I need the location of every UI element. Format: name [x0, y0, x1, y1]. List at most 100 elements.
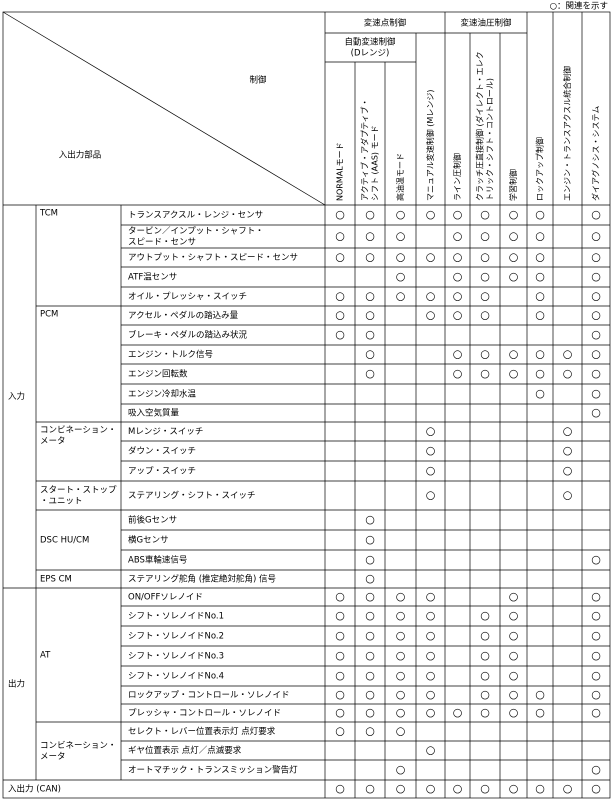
- relation-mark: ○: [480, 782, 490, 795]
- relation-mark: ○: [426, 688, 436, 701]
- relation-mark: ○: [535, 367, 545, 380]
- relation-mark: ○: [335, 688, 345, 701]
- column-header: クラッチ圧直接制御 (ダイレクト・エレク: [475, 51, 485, 201]
- relation-mark: ○: [480, 270, 490, 283]
- relation-mark: ○: [480, 688, 490, 701]
- relation-mark: ○: [563, 489, 573, 502]
- relation-mark: ○: [396, 782, 406, 795]
- relation-mark: ○: [335, 706, 345, 719]
- relation-mark: ○: [426, 309, 436, 322]
- label: メータ: [40, 752, 66, 762]
- relation-mark: ○: [453, 782, 463, 795]
- relation-mark: ○: [335, 669, 345, 682]
- label: シフト・ソレノイドNo.2: [128, 632, 224, 642]
- relation-mark: ○: [509, 590, 519, 603]
- relation-mark: ○: [426, 782, 436, 795]
- relation-mark: ○: [480, 230, 490, 243]
- relation-mark: ○: [453, 251, 463, 264]
- relation-mark: ○: [453, 348, 463, 361]
- relation-mark: ○: [426, 649, 436, 662]
- relation-mark: ○: [365, 782, 375, 795]
- relation-mark: ○: [365, 309, 375, 322]
- relation-mark: ○: [563, 367, 573, 380]
- relation-mark: ○: [509, 706, 519, 719]
- relation-mark: ○: [335, 208, 345, 221]
- header-lines: [3, 12, 610, 798]
- relation-mark: ○: [453, 367, 463, 380]
- group-header: 自動変速制御: [344, 37, 395, 48]
- label: エンジン冷却水温: [128, 389, 197, 400]
- relation-mark: ○: [535, 348, 545, 361]
- relation-mark: ○: [535, 782, 545, 795]
- column-header: トリック・シフト・コントロール): [486, 78, 495, 201]
- relation-mark: ○: [591, 763, 601, 776]
- relation-mark: ○: [480, 251, 490, 264]
- relation-mark: ○: [365, 533, 375, 546]
- relation-mark: ○: [365, 649, 375, 662]
- relation-mark: ○: [563, 782, 573, 795]
- relation-mark: ○: [453, 706, 463, 719]
- label: プレッシャ・コントロール・ソレノイド: [128, 709, 281, 719]
- label: EPS CM: [40, 575, 72, 585]
- label: ステアリング・シフト・スイッチ: [128, 490, 256, 501]
- relation-mark: ○: [591, 309, 601, 322]
- relation-mark: ○: [591, 706, 601, 719]
- relation-mark: ○: [426, 444, 436, 457]
- relation-mark: ○: [480, 669, 490, 682]
- relation-mark: ○: [480, 706, 490, 719]
- relation-mark: ○: [535, 270, 545, 283]
- relation-mark: ○: [335, 609, 345, 622]
- relation-mark: ○: [365, 251, 375, 264]
- relation-mark: ○: [453, 309, 463, 322]
- label: コンビネーション・: [40, 426, 116, 436]
- label: シフト・ソレノイドNo.1: [128, 612, 224, 622]
- relation-mark: ○: [509, 230, 519, 243]
- relation-mark: ○: [509, 782, 519, 795]
- relation-mark: ○: [426, 629, 436, 642]
- section-label: 入力: [8, 391, 25, 402]
- relation-mark: ○: [591, 387, 601, 400]
- relation-mark: ○: [426, 590, 436, 603]
- relation-mark: ○: [480, 609, 490, 622]
- relation-mark: ○: [591, 348, 601, 361]
- relation-mark: ○: [563, 444, 573, 457]
- relation-mark: ○: [509, 208, 519, 221]
- relation-mark: ○: [480, 290, 490, 303]
- relation-mark: ○: [365, 348, 375, 361]
- relation-mark: ○: [591, 251, 601, 264]
- label: ・ユニット: [40, 497, 83, 507]
- can-label: 入出力 (CAN): [8, 784, 61, 795]
- relation-mark: ○: [335, 251, 345, 264]
- relation-mark: ○: [365, 669, 375, 682]
- relation-mark: ○: [396, 706, 406, 719]
- label: エンジン・トルク信号: [128, 349, 213, 360]
- group-header: 変速油圧制御: [460, 18, 511, 29]
- relation-mark: ○: [426, 251, 436, 264]
- relation-mark: ○: [509, 688, 519, 701]
- relation-mark: ○: [453, 208, 463, 221]
- relation-mark: ○: [335, 725, 345, 738]
- relation-mark: ○: [509, 348, 519, 361]
- relation-mark: ○: [365, 367, 375, 380]
- relation-mark: ○: [396, 669, 406, 682]
- relation-mark: ○: [591, 208, 601, 221]
- group-header: 変速点制御: [364, 18, 407, 29]
- label: オートマチック・トランスミッション警告灯: [128, 765, 298, 776]
- relation-mark: ○: [591, 230, 601, 243]
- label: ダウン・スイッチ: [128, 446, 196, 457]
- relation-mark: ○: [396, 230, 406, 243]
- column-header: 学習制御: [508, 169, 518, 201]
- relation-mark: ○: [365, 328, 375, 341]
- relation-mark: ○: [396, 251, 406, 264]
- relation-mark: ○: [563, 464, 573, 477]
- relation-mark: ○: [396, 649, 406, 662]
- relation-mark: ○: [396, 629, 406, 642]
- column-header: ライン圧制御: [452, 153, 462, 201]
- relation-mark: ○: [480, 629, 490, 642]
- relation-mark: ○: [535, 208, 545, 221]
- relation-mark: ○: [480, 649, 490, 662]
- label: ブレーキ・ペダルの踏込み状況: [128, 330, 248, 341]
- label: DSC HU/CM: [40, 536, 89, 546]
- relation-mark: ○: [480, 348, 490, 361]
